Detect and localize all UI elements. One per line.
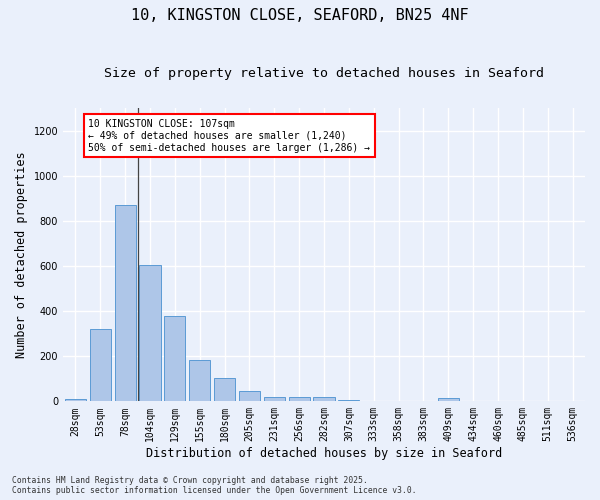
Bar — [289, 398, 310, 402]
Text: 10 KINGSTON CLOSE: 107sqm
← 49% of detached houses are smaller (1,240)
50% of se: 10 KINGSTON CLOSE: 107sqm ← 49% of detac… — [88, 120, 370, 152]
Text: 10, KINGSTON CLOSE, SEAFORD, BN25 4NF: 10, KINGSTON CLOSE, SEAFORD, BN25 4NF — [131, 8, 469, 22]
Bar — [214, 378, 235, 402]
Bar — [139, 265, 161, 402]
Bar — [189, 360, 211, 402]
X-axis label: Distribution of detached houses by size in Seaford: Distribution of detached houses by size … — [146, 447, 502, 460]
Text: Contains HM Land Registry data © Crown copyright and database right 2025.
Contai: Contains HM Land Registry data © Crown c… — [12, 476, 416, 495]
Bar — [90, 329, 111, 402]
Bar — [164, 316, 185, 402]
Title: Size of property relative to detached houses in Seaford: Size of property relative to detached ho… — [104, 68, 544, 80]
Bar — [438, 398, 459, 402]
Bar — [264, 397, 285, 402]
Bar — [239, 390, 260, 402]
Bar — [115, 205, 136, 402]
Bar — [65, 398, 86, 402]
Bar — [313, 398, 335, 402]
Bar — [338, 400, 359, 402]
Y-axis label: Number of detached properties: Number of detached properties — [15, 152, 28, 358]
